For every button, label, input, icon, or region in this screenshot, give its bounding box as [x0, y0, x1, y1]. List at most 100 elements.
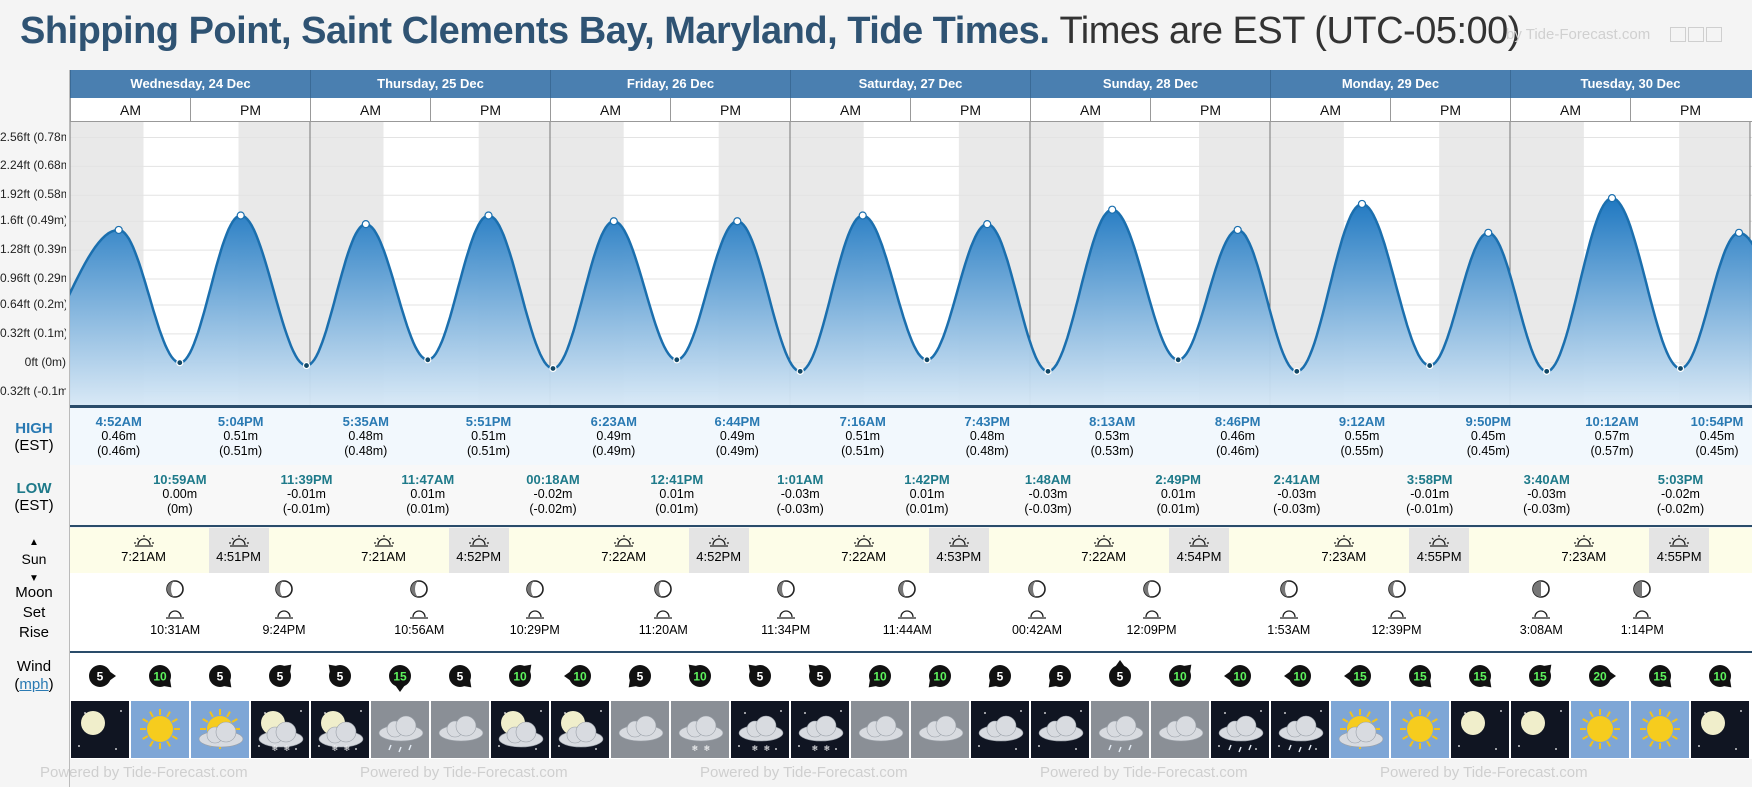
- wind-arrow-icon: 5: [89, 665, 116, 687]
- sunrise-time: 7:22AM: [601, 549, 647, 564]
- moon-rise-label: Rise: [18, 624, 49, 641]
- tide-time: 4:52AM: [95, 414, 142, 429]
- wind-speed: 15: [1353, 670, 1367, 684]
- y-tick-label: 2.56ft (0.78m): [0, 129, 66, 144]
- tide-height-m-alt: (-0.03m): [1024, 502, 1072, 516]
- tide-height-m: 0.51m: [223, 429, 259, 443]
- high-tide-entry: 4:52AM 0.46m (0.46m): [84, 414, 154, 459]
- moonrise-icon: [1142, 610, 1161, 619]
- wind-speed: 5: [757, 670, 764, 684]
- tide-height-m-alt: (-0.01m): [282, 502, 331, 516]
- high-tide-entry: 5:35AM 0.48m (0.48m): [331, 414, 401, 459]
- tide-height-m-alt: (0.55m): [1340, 444, 1384, 458]
- moon-phase-icon: [1633, 580, 1652, 598]
- y-tick-label: 0.96ft (0.29m): [0, 270, 66, 285]
- sunrise-cell: 7:21AM: [114, 528, 174, 573]
- high-tide-point: [609, 217, 618, 226]
- day-header: Wednesday, 24 Dec: [70, 70, 310, 98]
- low-tide-point: [1174, 356, 1182, 364]
- sunrise-icon: [1333, 535, 1354, 547]
- tide-height-m-alt: (0.01m): [1156, 502, 1200, 516]
- timezone-note: Times are EST (UTC-05:00): [1059, 10, 1520, 52]
- wind-speed: 5: [817, 670, 824, 684]
- moonrise-icon: [166, 610, 185, 619]
- tide-time: 7:43PM: [964, 414, 1010, 429]
- svg-text:❄: ❄: [824, 744, 831, 753]
- tide-area: [67, 198, 1752, 405]
- low-tide-point: [1426, 361, 1434, 370]
- wind-speed: 15: [1473, 670, 1487, 684]
- low-tide-point: [176, 359, 184, 367]
- low-tide-entry: 3:58PM -0.01m (-0.01m): [1395, 472, 1465, 517]
- y-tick-label: 1.6ft (0.49m): [0, 213, 66, 228]
- sunrise-icon: [373, 535, 394, 547]
- y-tick-label: 1.28ft (0.39m): [0, 242, 66, 257]
- wind-arrow-icon: 15: [1409, 665, 1432, 688]
- high-tide-entry: 9:12AM 0.55m (0.55m): [1327, 414, 1397, 459]
- tide-time: 2:41AM: [1273, 472, 1320, 487]
- sunrise-cell: 7:23AM: [1554, 528, 1614, 573]
- row-divider: [0, 525, 1752, 527]
- tide-time: 9:12AM: [1338, 414, 1386, 429]
- cloud-snow-icon: ❄ ❄: [791, 701, 849, 758]
- tide-time: 9:50PM: [1465, 414, 1512, 429]
- footer-credit[interactable]: Powered by Tide-Forecast.com: [1380, 764, 1588, 781]
- high-tide-point: [983, 220, 992, 229]
- low-tide-point: [1676, 364, 1685, 373]
- tide-height-m-alt: (-0.02m): [1656, 502, 1705, 516]
- low-tide-entry: 12:41PM 0.01m (0.01m): [642, 472, 712, 517]
- moon-set-cell: 3:08AM: [1506, 579, 1576, 637]
- footer-credit[interactable]: Powered by Tide-Forecast.com: [360, 764, 568, 781]
- high-label-text: HIGH: [15, 420, 53, 437]
- tide-time: 1:48AM: [1024, 472, 1072, 487]
- sunrise-time: 7:22AM: [841, 549, 887, 564]
- high-tide-point: [1734, 228, 1744, 237]
- tide-height-m: 0.57m: [1594, 429, 1630, 443]
- wind-arrow-icon: 5: [328, 664, 351, 687]
- footer-credit[interactable]: Powered by Tide-Forecast.com: [40, 764, 248, 781]
- moon-label-text: Moon: [15, 584, 53, 601]
- low-tide-point: [923, 356, 931, 364]
- wind-arrow-icon: 5: [988, 665, 1011, 688]
- moon-cloud-snow-icon: ❄ ❄: [251, 701, 309, 758]
- high-tide-entry: 7:16AM 0.51m (0.51m): [828, 414, 898, 459]
- wind-arrow-icon: 10: [1169, 664, 1192, 687]
- high-tide-entry: 8:13AM 0.53m (0.53m): [1077, 414, 1147, 459]
- wind-speed: 5: [997, 670, 1004, 684]
- sun-down-arrow-icon: ▼: [29, 573, 39, 584]
- tide-height-m: 0.01m: [1160, 487, 1196, 501]
- tide-height-m-alt: (0.46m): [1216, 444, 1260, 458]
- sunrise-time: 7:23AM: [1561, 549, 1607, 564]
- moon-clear-icon: [1691, 701, 1749, 758]
- tide-height-m: -0.03m: [1277, 487, 1317, 501]
- wind-arrow-icon: 5: [808, 664, 831, 687]
- tide-time: 7:16AM: [839, 414, 886, 429]
- sunrise-time: 7:22AM: [1081, 549, 1127, 564]
- sunset-time: 4:51PM: [216, 549, 261, 564]
- tide-time: 11:47AM: [401, 472, 455, 487]
- am-label: AM: [310, 98, 430, 122]
- tide-height-m: -0.02m: [1661, 487, 1700, 501]
- moonrise-icon: [410, 610, 429, 619]
- high-tide-point: [858, 211, 867, 220]
- low-tide-entry: 1:42PM 0.01m (0.01m): [892, 472, 962, 517]
- chart-divider: [0, 405, 1752, 408]
- footer-credit[interactable]: Powered by Tide-Forecast.com: [700, 764, 908, 781]
- high-tide-point: [733, 217, 742, 226]
- sunrise-cell: 7:22AM: [594, 528, 654, 573]
- wind-arrow-icon: 5: [1109, 660, 1131, 687]
- moon-clear-icon: [1511, 701, 1569, 758]
- tide-height-m: 0.53m: [1094, 429, 1130, 443]
- sunrise-time: 7:23AM: [1321, 549, 1367, 564]
- am-label: AM: [1030, 98, 1150, 122]
- moon-phase-icon: [410, 580, 429, 598]
- tide-time: 11:39PM: [280, 472, 333, 487]
- moon-phase-icon: [166, 580, 184, 598]
- wind-unit-link[interactable]: mph: [19, 676, 49, 693]
- sunrise-icon: [133, 535, 154, 547]
- wind-speed: 20: [1593, 670, 1607, 684]
- title-credit[interactable]: by Tide-Forecast.com: [1506, 26, 1651, 43]
- cloud-icon: [611, 701, 669, 758]
- footer-credit[interactable]: Powered by Tide-Forecast.com: [1040, 764, 1248, 781]
- sunset-time: 4:54PM: [1176, 549, 1222, 564]
